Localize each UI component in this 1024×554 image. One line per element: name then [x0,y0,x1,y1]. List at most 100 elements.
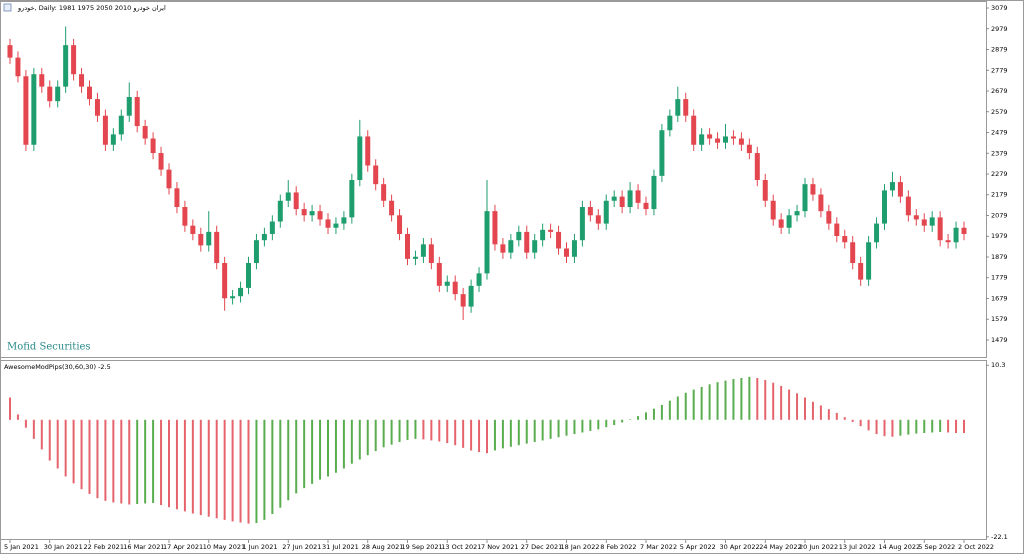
candle-body [412,256,418,259]
histogram-bar [470,419,473,451]
x-tick-label: 13 Jul 2022 [839,543,876,551]
histogram-bar [32,419,35,439]
histogram-bar [509,419,512,447]
candle-body [667,115,673,131]
histogram-bar [56,419,59,469]
histogram-bar [486,419,488,454]
histogram-bar [231,419,234,522]
candle-body [452,281,458,295]
x-tick-label: 8 Feb 2022 [600,543,636,551]
candle-body [738,138,744,145]
candle-body [357,136,363,181]
histogram-bar [573,419,576,435]
histogram-bar [955,419,958,434]
histogram-bar [414,419,417,439]
candle-body [63,45,69,87]
histogram-bar [478,419,481,453]
candle-body [365,136,371,166]
candle-body [603,200,609,224]
histogram-bar [963,419,965,434]
candle-body [874,223,880,243]
candle-body [317,211,323,220]
histogram-bar [334,419,337,473]
candle-body [405,233,410,259]
histogram-bar [947,419,950,433]
x-tick-label: 5 Sep 2022 [918,543,955,551]
histogram-bar [175,419,178,510]
histogram-bar [907,419,910,435]
candle-body [540,229,546,241]
candle-body [71,45,77,75]
histogram-bar [589,419,592,431]
x-tick-label: 7 Mar 2022 [640,543,677,551]
histogram-bar [939,419,942,432]
histogram-bar [541,419,544,441]
histogram-bar [835,412,838,420]
histogram-bar [804,397,806,420]
y-tick-label: -22.1 [991,533,1008,541]
candle-body [301,209,307,216]
candle-body [683,99,689,116]
indicator-label: AwesomeModPips(30,60,30) -2.5 [4,363,111,371]
histogram-bar [629,419,632,420]
histogram-bar [652,408,655,420]
candle-body [516,231,522,241]
histogram-bar [72,419,75,484]
x-tick-label: 30 Apr 2022 [720,543,760,551]
histogram-bar [692,389,695,420]
candle-body [746,144,752,154]
candle-body [444,281,450,286]
candle-body [889,182,895,191]
x-tick-label: 5 Jan 2021 [4,543,39,551]
candle-body [858,263,864,280]
candle-body [723,136,728,143]
candle-body [691,115,697,145]
candle-body [476,273,482,286]
histogram-bar [128,419,131,505]
histogram-bar [597,419,600,430]
candle-body [190,225,196,234]
histogram-bar [660,404,663,420]
candle-body [945,240,951,243]
candle-body [87,86,92,100]
histogram-bar [891,419,894,437]
price-panel [0,1,987,358]
y-tick-label: 2979 [991,25,1008,33]
histogram-bar [899,419,902,436]
histogram-bar [811,401,814,420]
candle-body [47,86,53,102]
y-tick-label: 1579 [991,315,1008,323]
histogram-bar [96,419,99,499]
histogram-bar [239,419,242,523]
candle-body [611,196,617,201]
histogram-bar [708,384,711,420]
y-tick-label: 2379 [991,149,1008,157]
candle-body [556,231,562,249]
candle-body [651,175,657,210]
histogram-bar [748,376,751,420]
candle-body [468,285,474,307]
candle-body [929,217,935,226]
histogram-bar [263,419,266,520]
x-tick-label: 14 Aug 2022 [879,543,921,551]
candle-body [325,219,331,228]
candle-body [564,248,569,257]
candle-body [397,215,403,234]
histogram-bar [621,419,624,423]
histogram-bar [295,419,298,494]
candle-body [7,45,13,58]
candle-body [659,130,665,176]
histogram-bar [279,419,282,508]
histogram-bar [700,386,703,420]
histogram-bar [867,419,870,431]
candle-body [715,138,721,143]
candle-body [222,263,228,299]
histogram-bar [168,419,170,508]
candle-body [794,211,800,216]
histogram-bar [303,419,306,489]
histogram-bar [104,419,107,501]
candle-body [850,242,856,264]
x-tick-label: 27 Dec 2021 [521,543,563,551]
histogram-bar [819,405,822,420]
candle-body [500,244,506,253]
